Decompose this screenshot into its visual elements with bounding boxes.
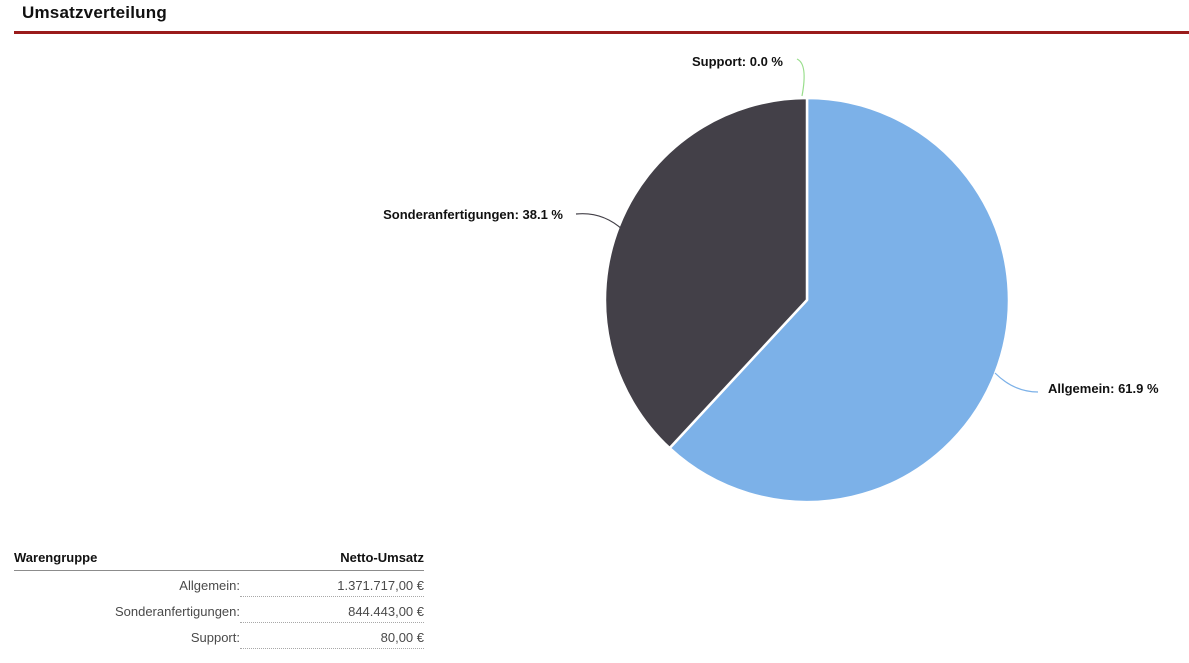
page-title: Umsatzverteilung <box>22 3 167 22</box>
column-header-netto-umsatz: Netto-Umsatz <box>240 548 424 571</box>
row-label-support: Support: <box>190 630 240 645</box>
pie-chart-svg <box>575 58 1039 504</box>
pie-callout-allgemein: Allgemein: 61.9 % <box>1048 381 1159 396</box>
table-row: Allgemein: 1.371.717,00 € <box>14 570 424 597</box>
column-header-warengruppe: Warengruppe <box>14 548 240 571</box>
table-row: Sonderanfertigungen: 844.443,00 € <box>14 596 424 623</box>
row-label-allgemein: Allgemein: <box>179 578 240 594</box>
row-value-allgemein: 1.371.717,00 € <box>240 570 424 597</box>
pie-leader-allgemein <box>994 372 1039 393</box>
pie-callout-sonderanfertigungen: Sonderanfertigungen: 38.1 % <box>383 207 563 222</box>
pie-leader-sonderanfertigungen <box>575 213 624 231</box>
row-value-sonderanfertigungen: 844.443,00 € <box>240 596 424 623</box>
title-divider <box>14 31 1189 34</box>
table-row: Support: 80,00 € <box>14 622 424 649</box>
row-label-sonderanfertigungen: Sonderanfertigungen: <box>114 604 240 619</box>
revenue-table: Warengruppe Netto-Umsatz Allgemein: 1.37… <box>14 548 424 649</box>
row-value-support: 80,00 € <box>240 622 424 649</box>
pie-chart: Support: 0.0 % Sonderanfertigungen: 38.1… <box>383 54 1159 504</box>
table-header-row: Warengruppe Netto-Umsatz <box>14 548 424 571</box>
pie-callout-support: Support: 0.0 % <box>691 54 783 69</box>
pie-leader-support <box>796 58 805 97</box>
